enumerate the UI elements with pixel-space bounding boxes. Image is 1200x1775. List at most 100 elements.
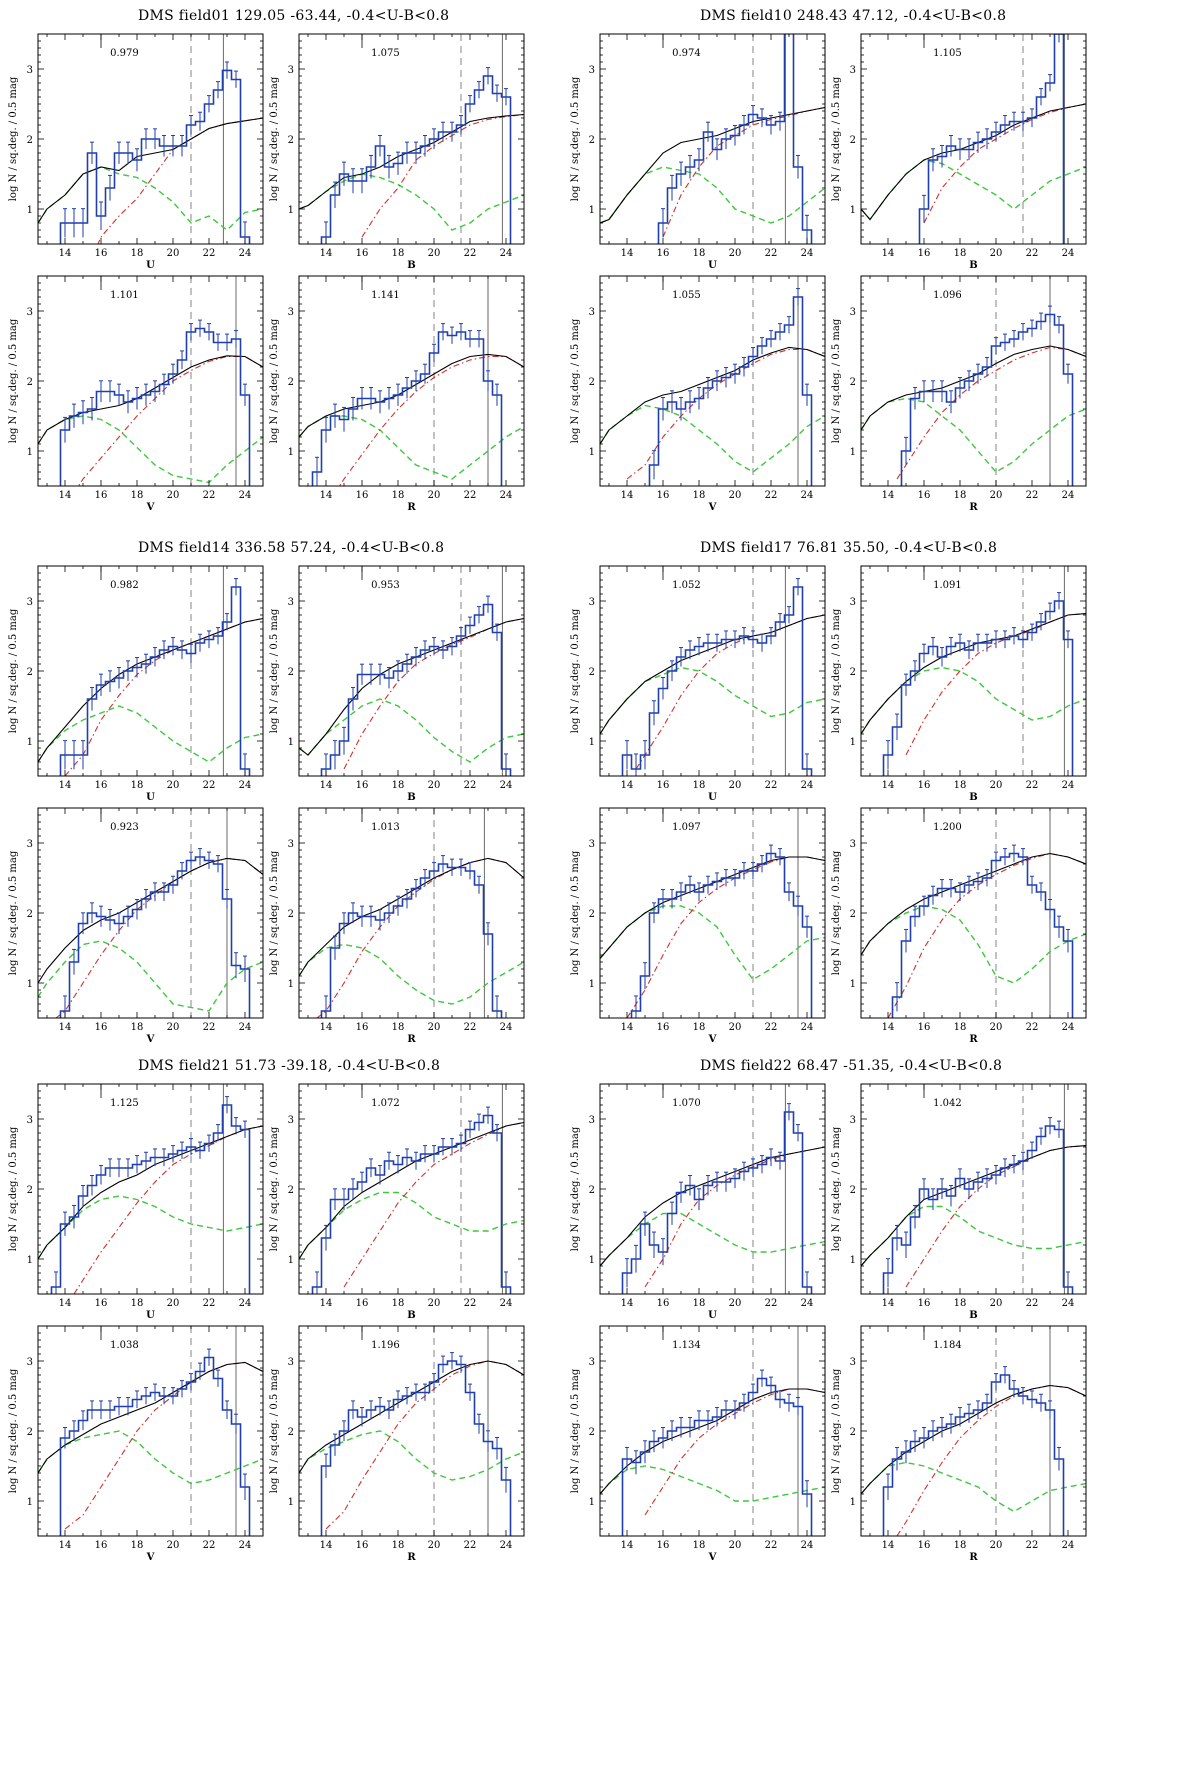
y-tick-label: 3 [288,597,294,608]
series-observed-histogram [320,75,512,244]
ratio-label: 1.075 [371,48,400,59]
x-tick-label: 22 [765,1298,778,1309]
x-tick-label: 20 [167,1298,180,1309]
x-tick-label: 24 [1062,1022,1075,1033]
series-green-model [861,159,1086,221]
plot-area [38,1084,263,1294]
plot-frame [298,33,525,245]
x-tick-label: 16 [95,780,108,791]
x-tick-label: 14 [320,490,333,501]
x-tick-label: 18 [131,490,144,501]
series-red-model [626,348,825,480]
x-tick-label: 18 [392,1298,405,1309]
x-tick-label: 20 [729,1540,742,1551]
x-tick-label: 24 [239,780,252,791]
ratio-label: 1.055 [672,290,701,301]
y-axis-label: log N / sq.deg. / 0.5 mag [831,608,842,733]
plot-area [861,1084,1086,1294]
plot-area [600,808,825,1018]
series-observed-histogram [630,852,813,1018]
y-tick-label: 2 [27,909,33,920]
x-tick-label: 22 [464,248,477,259]
x-tick-label: 18 [392,1540,405,1551]
series-total-model [38,1361,263,1474]
y-tick-label: 1 [589,1497,595,1508]
x-tick-label: 20 [428,780,441,791]
y-tick-label: 1 [589,737,595,748]
x-tick-label: 14 [621,1022,634,1033]
series-green-model [38,705,263,763]
x-tick-label: 14 [59,248,72,259]
y-tick-label: 3 [27,839,33,850]
x-tick-label: 20 [428,1022,441,1033]
series-total-model [861,103,1086,221]
x-tick-label: 16 [918,248,931,259]
y-tick-label: 1 [850,205,856,216]
y-tick-label: 1 [589,205,595,216]
y-tick-label: 1 [288,1497,294,1508]
x-tick-label: 16 [918,1540,931,1551]
series-observed-histogram [311,1114,512,1294]
x-tick-label: 18 [693,248,706,259]
y-axis-label: log N / sq.deg. / 0.5 mag [8,1126,19,1251]
x-tick-label: 18 [954,248,967,259]
x-tick-label: 14 [621,490,634,501]
x-tick-label: 16 [95,248,108,259]
y-tick-label: 3 [27,1357,33,1368]
x-tick-label: 14 [320,1298,333,1309]
y-tick-label: 1 [27,737,33,748]
series-observed-histogram [320,1360,512,1536]
ratio-label: 1.096 [933,290,962,301]
ratio-label: 0.979 [110,48,139,59]
series-total-model [299,617,524,756]
x-tick-label: 14 [621,1540,634,1551]
ratio-label: 1.125 [110,1098,139,1109]
y-tick-label: 2 [850,667,856,678]
y-axis-label: log N / sq.deg. / 0.5 mag [570,1368,581,1493]
series-observed-histogram [320,863,503,1018]
y-axis-label: log N / sq.deg. / 0.5 mag [570,850,581,975]
x-tick-label: 14 [882,490,895,501]
y-axis-label: log N / sq.deg. / 0.5 mag [8,608,19,733]
x-tick-label: 24 [1062,490,1075,501]
x-tick-label: 18 [131,1298,144,1309]
ratio-label: 1.200 [933,822,962,833]
chart-title: DMS field10 248.43 47.12, -0.4<U-B<0.8 [700,8,1007,24]
y-tick-label: 1 [850,1497,856,1508]
x-tick-label: 18 [392,780,405,791]
x-tick-label: 24 [801,1540,814,1551]
y-tick-label: 1 [288,205,294,216]
x-tick-label: 18 [131,1022,144,1033]
plot-frame [37,275,264,487]
y-axis-label: log N / sq.deg. / 0.5 mag [831,76,842,201]
y-axis-label: log N / sq.deg. / 0.5 mag [570,1126,581,1251]
x-tick-label: 16 [918,1022,931,1033]
x-tick-label: 14 [59,1540,72,1551]
plot-area [38,276,263,486]
series-total-model [38,857,263,984]
y-tick-label: 2 [288,909,294,920]
y-axis-label: log N / sq.deg. / 0.5 mag [570,76,581,201]
series-total-model [600,106,825,224]
ratio-label: 1.196 [371,1340,400,1351]
x-axis-label: U [146,792,155,803]
y-tick-label: 2 [589,1185,595,1196]
plot-frame [599,807,826,1019]
series-green-model [861,1205,1086,1267]
y-tick-label: 2 [288,135,294,146]
x-axis-label: B [969,792,977,803]
plot-area [299,808,524,1018]
ratio-label: 1.184 [933,1340,962,1351]
